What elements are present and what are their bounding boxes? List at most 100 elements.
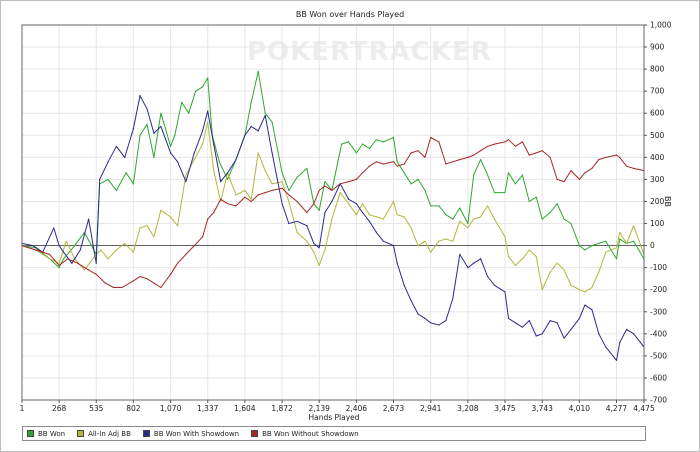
data-point	[504, 192, 506, 194]
data-point	[132, 280, 134, 282]
data-point	[486, 205, 489, 207]
data-point	[403, 172, 405, 174]
chart-plot: -700 -600 -500 -400 -300 -200 -100 0 100 200 300 40…	[20, 21, 672, 422]
data-point	[368, 214, 371, 216]
data-point	[58, 267, 60, 269]
data-point	[578, 289, 580, 291]
data-point	[176, 225, 179, 227]
data-point	[207, 77, 209, 79]
data-point	[306, 240, 308, 242]
data-point	[549, 156, 551, 158]
data-point	[632, 167, 635, 169]
data-point	[193, 158, 195, 161]
data-point	[121, 286, 123, 289]
data-point	[296, 176, 298, 178]
data-point	[58, 264, 60, 267]
data-point	[521, 258, 523, 260]
data-point	[115, 189, 117, 192]
data-point	[535, 335, 537, 337]
data-point	[467, 156, 469, 158]
data-point	[396, 262, 398, 264]
y-tick-label: 500	[650, 131, 665, 140]
legend-swatch	[77, 430, 85, 437]
data-point	[188, 112, 190, 114]
data-point	[347, 141, 350, 143]
data-point	[417, 178, 419, 181]
data-point	[74, 244, 76, 247]
data-point	[331, 189, 333, 192]
data-point	[355, 178, 357, 181]
data-point	[570, 169, 572, 172]
y-tick-label: 400	[650, 153, 665, 162]
data-point	[549, 211, 551, 214]
data-point	[445, 238, 447, 240]
data-point	[281, 181, 283, 183]
data-point	[584, 172, 586, 174]
data-point	[318, 189, 320, 192]
data-point	[146, 278, 148, 280]
x-tick-label: 3,475	[494, 404, 516, 413]
data-point	[493, 192, 496, 194]
data-point	[220, 200, 222, 203]
data-point	[324, 211, 326, 214]
data-point	[318, 209, 320, 211]
data-point	[193, 244, 195, 247]
data-point	[107, 178, 109, 181]
data-point	[392, 136, 395, 139]
data-point	[430, 136, 432, 139]
data-point	[480, 158, 482, 161]
chart-title: BB Won over Hands Played	[295, 10, 405, 19]
data-point	[170, 145, 172, 147]
data-point	[244, 189, 246, 192]
data-point	[430, 322, 432, 324]
data-point	[598, 242, 600, 244]
y-tick-label: -300	[650, 307, 667, 316]
data-point	[605, 251, 607, 253]
data-point	[160, 286, 162, 289]
data-point	[139, 94, 141, 97]
data-point	[113, 286, 115, 289]
data-point	[53, 227, 55, 229]
data-point	[368, 147, 371, 150]
data-point	[480, 216, 482, 218]
x-tick-label: 2,406	[346, 404, 368, 413]
legend: BB Won All-In Adj BB BB Won With Showdown B…	[22, 426, 646, 441]
data-point	[58, 262, 60, 264]
data-point	[578, 178, 580, 181]
data-point	[62, 251, 65, 253]
data-point	[139, 134, 141, 136]
data-point	[504, 291, 506, 293]
data-point	[626, 242, 628, 244]
data-point	[570, 328, 572, 331]
data-point	[615, 247, 618, 249]
data-point	[220, 181, 222, 183]
y-tick-label: -700	[650, 396, 667, 405]
data-point	[541, 333, 543, 335]
y-tick-label: 900	[650, 43, 665, 52]
data-point	[438, 240, 440, 242]
data-point	[410, 152, 412, 154]
data-point	[174, 134, 176, 136]
data-point	[504, 141, 506, 143]
data-point	[213, 169, 215, 172]
data-point	[341, 143, 343, 145]
data-point	[535, 152, 537, 154]
data-point	[467, 227, 469, 229]
data-point	[430, 251, 432, 253]
data-point	[257, 70, 259, 72]
data-point	[563, 218, 565, 220]
data-point	[361, 172, 364, 174]
data-point	[605, 346, 607, 348]
data-point	[227, 172, 229, 174]
data-point	[549, 319, 551, 322]
data-point	[296, 200, 298, 203]
data-point	[403, 216, 405, 218]
data-point	[257, 194, 259, 196]
data-point	[368, 220, 371, 222]
y-tick-label: -200	[650, 285, 667, 294]
data-point	[584, 249, 586, 251]
data-point	[528, 200, 530, 203]
data-point	[176, 161, 179, 163]
x-tick-label: 2,941	[420, 404, 442, 413]
data-point	[49, 258, 51, 260]
